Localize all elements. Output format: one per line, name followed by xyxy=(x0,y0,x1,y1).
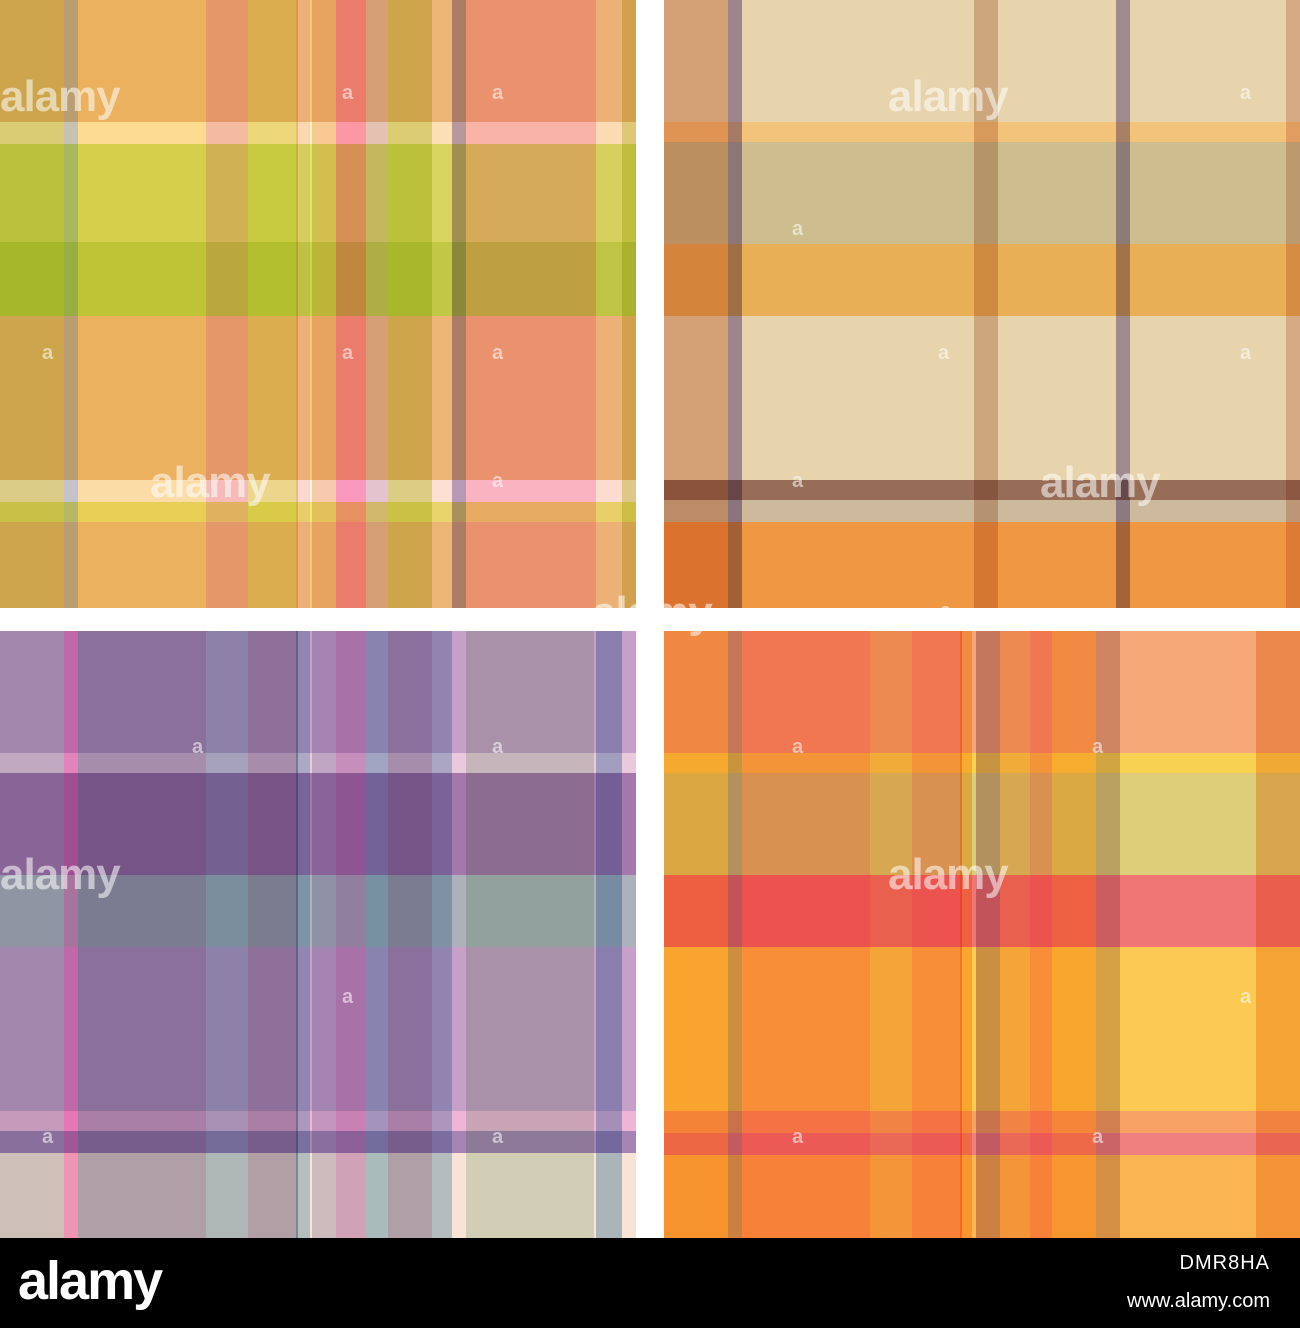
vertical-stripe xyxy=(388,0,432,608)
vertical-stripe xyxy=(912,631,962,1238)
vertical-stripe xyxy=(78,631,206,1238)
vertical-stripe xyxy=(312,631,336,1238)
vertical-stripe xyxy=(1286,0,1300,608)
vertical-stripe xyxy=(78,0,206,608)
vertical-stripe xyxy=(728,0,742,608)
vertical-stripe xyxy=(336,631,366,1238)
vertical-stripe xyxy=(728,631,742,1238)
vertical-stripe xyxy=(206,631,248,1238)
plaid-tile-bottom-left xyxy=(0,631,636,1238)
vertical-stripe xyxy=(960,631,972,1238)
footer-bar: alamy DMR8HA www.alamy.com xyxy=(0,1238,1300,1328)
vertical-stripe xyxy=(664,0,728,608)
vertical-stripe xyxy=(974,0,998,608)
vertical-stripe xyxy=(432,0,452,608)
vertical-stripe xyxy=(596,0,622,608)
vertical-stripe xyxy=(336,0,366,608)
vertical-stripe xyxy=(1256,631,1300,1238)
watermark-mark: a xyxy=(642,986,653,1008)
vertical-stripe xyxy=(664,631,728,1238)
vertical-stripe xyxy=(296,631,310,1238)
vertical-stripe xyxy=(742,631,870,1238)
vertical-stripe xyxy=(0,631,64,1238)
vertical-stripe xyxy=(0,0,64,608)
vertical-stripe xyxy=(1116,0,1130,608)
vertical-stripe xyxy=(1096,631,1120,1238)
vertical-stripe xyxy=(312,0,336,608)
vertical-stripe xyxy=(1052,631,1096,1238)
vertical-stripe xyxy=(596,631,622,1238)
vertical-stripe xyxy=(466,631,594,1238)
watermark-mark: a xyxy=(342,610,353,632)
plaid-tile-top-right xyxy=(664,0,1300,608)
vertical-stripe xyxy=(248,631,298,1238)
vertical-stripe xyxy=(366,0,388,608)
vertical-stripe xyxy=(296,0,310,608)
vertical-stripe xyxy=(452,0,466,608)
vertical-stripe xyxy=(870,631,912,1238)
vertical-stripe xyxy=(622,0,636,608)
vertical-stripe xyxy=(1000,631,1030,1238)
vertical-stripe xyxy=(64,631,78,1238)
vertical-stripe xyxy=(366,631,388,1238)
footer-url: www.alamy.com xyxy=(1127,1290,1270,1312)
watermark-mark: a xyxy=(1240,610,1251,632)
vertical-stripe xyxy=(976,631,1000,1238)
vertical-stripe xyxy=(206,0,248,608)
footer-logo: alamy xyxy=(18,1251,163,1311)
vertical-stripe xyxy=(466,0,596,608)
vertical-stripe xyxy=(432,631,452,1238)
vertical-stripe xyxy=(388,631,432,1238)
vertical-stripe xyxy=(1030,631,1052,1238)
footer-image-id: DMR8HA xyxy=(1179,1252,1270,1274)
vertical-stripe xyxy=(64,0,78,608)
plaid-tile-bottom-right xyxy=(664,631,1300,1238)
plaid-tile-top-left xyxy=(0,0,636,608)
vertical-stripe xyxy=(248,0,298,608)
